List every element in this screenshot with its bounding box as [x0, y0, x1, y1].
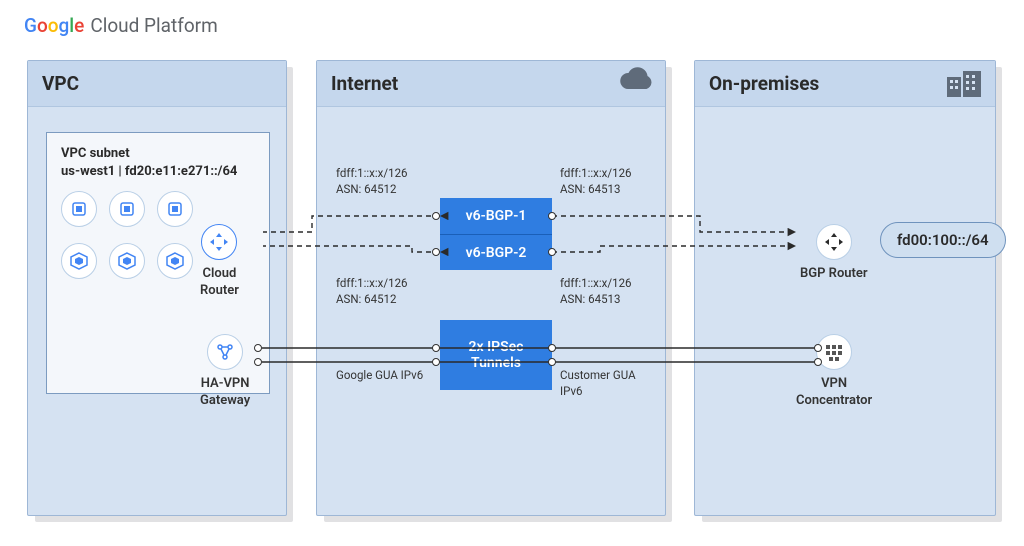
- gke-icon: [109, 243, 145, 279]
- vpn-concentrator-icon: [816, 334, 852, 370]
- vpc-title: VPC: [42, 72, 79, 95]
- annot-gua-right: Customer GUA IPv6: [560, 368, 636, 399]
- compute-icon: [109, 191, 145, 227]
- bgp-router-label: BGP Router: [800, 266, 868, 283]
- cloud-router-node: Cloud Router: [200, 224, 239, 300]
- subnet-line1: VPC subnet: [61, 145, 255, 163]
- onprem-prefix-pill: fd00:100::/64: [880, 222, 1006, 258]
- gke-icon: [157, 243, 193, 279]
- bgp-router-node: BGP Router: [800, 224, 868, 283]
- compute-icon: [157, 191, 193, 227]
- compute-icon: [61, 191, 97, 227]
- building-icon: [945, 67, 985, 104]
- gke-icon: [61, 243, 97, 279]
- ipsec-box: 2x IPSec Tunnels: [440, 320, 552, 390]
- annot-top-right: fdff:1::x:x/126 ASN: 64513: [560, 166, 632, 197]
- vpn-concentrator-label: VPN Concentrator: [796, 376, 872, 410]
- annot-top-left: fdff:1::x:x/126 ASN: 64512: [336, 166, 408, 197]
- cloud-router-icon: [201, 224, 237, 260]
- cloud-router-label: Cloud Router: [200, 266, 239, 300]
- internet-title: Internet: [331, 72, 398, 95]
- bgp2-box: v6-BGP-2: [440, 234, 552, 270]
- gcp-logo: GoogleCloud Platform: [24, 14, 218, 37]
- cloud-icon: [617, 67, 655, 100]
- bgp-router-icon: [816, 224, 852, 260]
- onprem-column: On-premises: [694, 60, 996, 516]
- annot-bot-right: fdff:1::x:x/126 ASN: 64513: [560, 276, 632, 307]
- subnet-line2: us-west1 | fd20:e11:e271::/64: [61, 163, 255, 181]
- vpn-concentrator-node: VPN Concentrator: [796, 334, 872, 410]
- annot-bot-left: fdff:1::x:x/126 ASN: 64512: [336, 276, 408, 307]
- ha-vpn-label: HA-VPN Gateway: [200, 376, 250, 410]
- onprem-title: On-premises: [709, 72, 819, 95]
- logo-suffix: Cloud Platform: [90, 14, 217, 37]
- bgp1-box: v6-BGP-1: [440, 198, 552, 234]
- annot-gua-left: Google GUA IPv6: [336, 368, 423, 384]
- ha-vpn-icon: [207, 334, 243, 370]
- ha-vpn-node: HA-VPN Gateway: [200, 334, 250, 410]
